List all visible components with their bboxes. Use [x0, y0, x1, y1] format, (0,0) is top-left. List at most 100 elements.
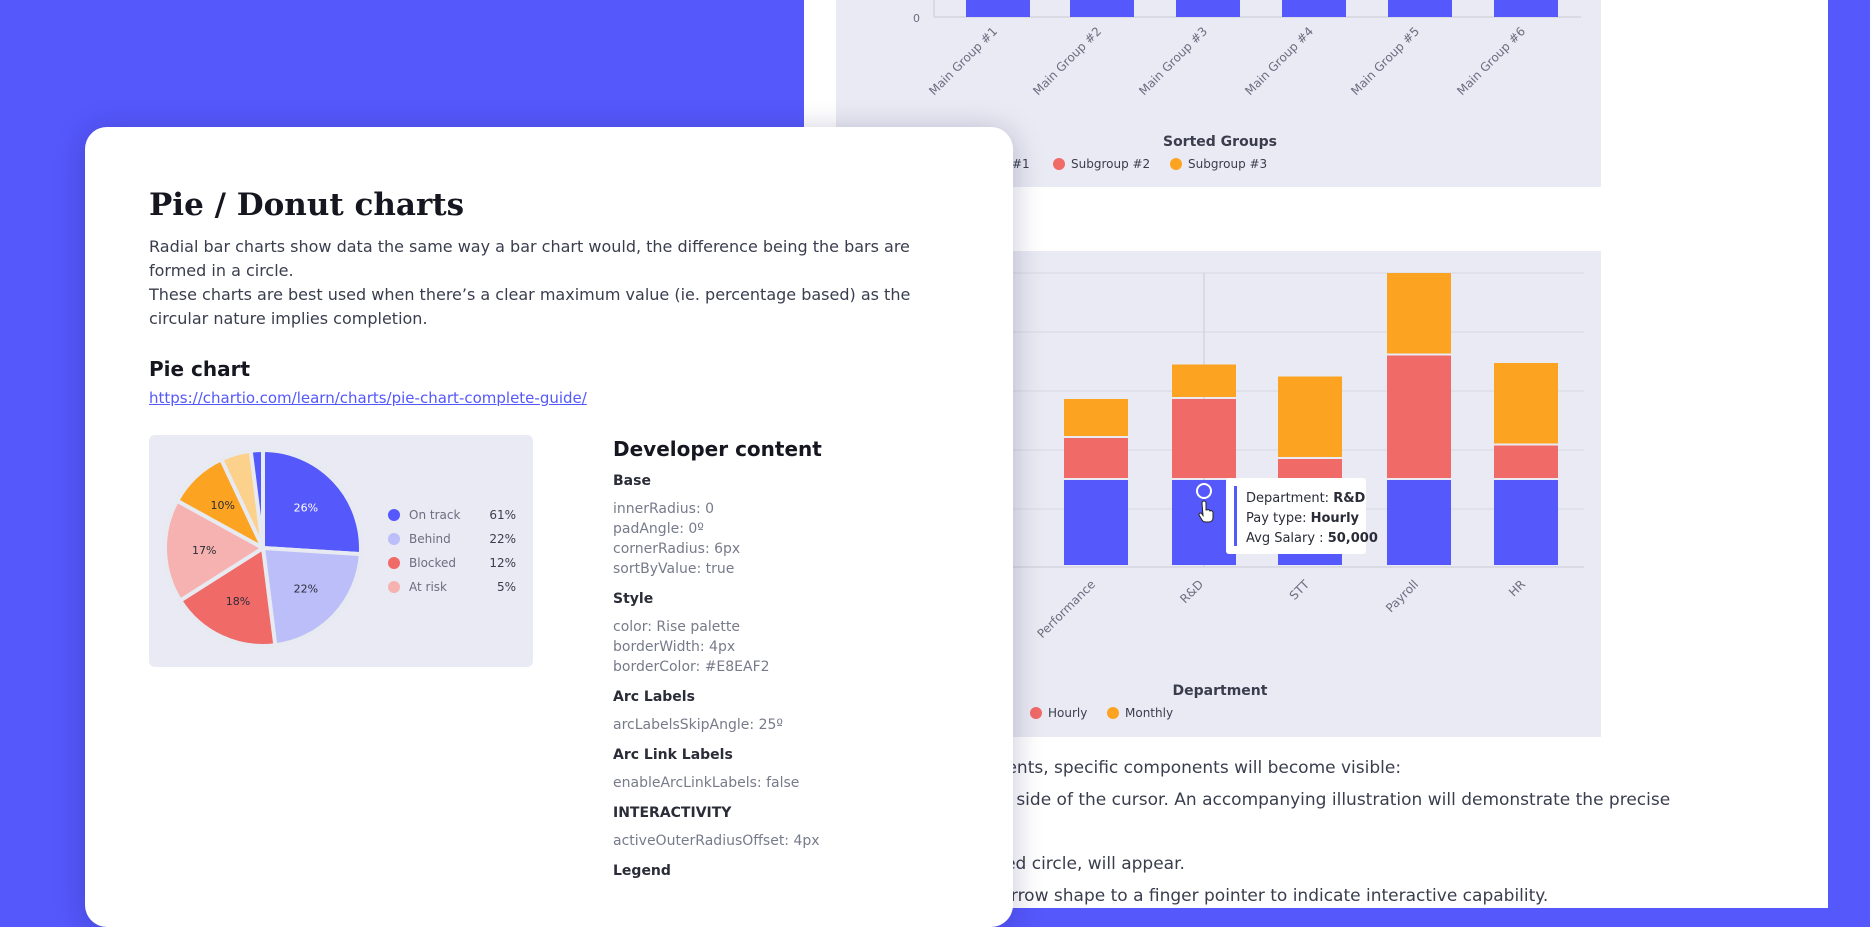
- x-tick-label: Main Group #6: [1454, 24, 1528, 98]
- x-tick-label: Main Group #3: [1136, 24, 1210, 98]
- bar-segment[interactable]: [1064, 438, 1128, 478]
- section-title: Pie chart: [149, 357, 251, 381]
- pie-slice-label: 26%: [294, 502, 318, 515]
- legend-item-value: 22%: [489, 532, 516, 546]
- pie-slice-label: 22%: [294, 582, 318, 595]
- x-tick-label: Main Group #2: [1030, 24, 1104, 98]
- x-axis-title: Sorted Groups: [1163, 134, 1277, 150]
- developer-property: cornerRadius: 6px: [613, 541, 741, 557]
- pie-slice-label: 10%: [211, 499, 235, 512]
- developer-group-heading: Legend: [613, 863, 671, 879]
- pie-slice[interactable]: [261, 448, 363, 557]
- developer-property: enableArcLinkLabels: false: [613, 775, 800, 791]
- hover-point-circle: [1196, 483, 1212, 499]
- bar-segment[interactable]: [1278, 376, 1342, 458]
- svg-text:Avg Salary : 50,000: Avg Salary : 50,000: [1246, 531, 1378, 546]
- legend-swatch: [388, 533, 400, 545]
- bar-segment[interactable]: [1172, 480, 1236, 565]
- developer-content-title: Developer content: [613, 437, 822, 461]
- pointer-cursor-icon: [1198, 500, 1214, 523]
- legend-item-label: On track: [409, 508, 460, 522]
- developer-property: borderColor: #E8EAF2: [613, 659, 770, 675]
- developer-property: sortByValue: true: [613, 561, 735, 577]
- developer-property: color: Rise palette: [613, 619, 740, 635]
- pie-chart: 26% 22% 18% 17% 10% On track 61% Behind 22% Bloc…: [163, 448, 516, 648]
- bar-segment[interactable]: [1282, 0, 1346, 17]
- svg-text:Pay type: Hourly: Pay type: Hourly: [1246, 511, 1360, 526]
- tooltip-department-label: Department:: [1246, 491, 1333, 506]
- x-tick-label: Performance: [1034, 577, 1098, 641]
- pie-chart-panel: 26% 22% 18% 17% 10% On track 61% Behind 22% Bloc…: [149, 435, 533, 667]
- bar-segment[interactable]: [1172, 364, 1236, 398]
- bar-segment[interactable]: [966, 0, 1030, 17]
- back-paragraph-line: either to the right or left side of the …: [804, 790, 1671, 810]
- legend-item-subgroup-2: Subgroup #2: [1071, 157, 1150, 171]
- pie-slice[interactable]: [163, 498, 265, 603]
- bar-segment[interactable]: [1172, 399, 1236, 478]
- x-tick-label: Main Group #1: [926, 24, 1000, 98]
- developer-property: padAngle: 0º: [613, 521, 704, 537]
- developer-group-heading: Arc Labels: [613, 689, 695, 705]
- x-tick-label: STT: [1287, 577, 1313, 603]
- pie-donut-card: Pie / Donut charts Radial bar charts sho…: [85, 127, 1013, 927]
- y-tick-label: 0: [913, 12, 920, 25]
- legend-swatch: [388, 557, 400, 569]
- tooltip-pay-value: Hourly: [1311, 511, 1360, 526]
- developer-content: Developer content Base innerRadius: 0 padA…: [613, 437, 973, 891]
- developer-group-heading: INTERACTIVITY: [613, 805, 732, 821]
- bar-segment[interactable]: [1388, 0, 1452, 17]
- pie-slice[interactable]: [248, 448, 265, 550]
- legend-item-subgroup-1: #1: [1012, 157, 1030, 171]
- legend-item-monthly: Monthly: [1125, 706, 1173, 720]
- developer-group-heading: Base: [613, 473, 651, 489]
- x-tick-label: Main Group #4: [1242, 24, 1316, 98]
- developer-property: activeOuterRadiusOffset: 4px: [613, 833, 820, 849]
- tooltip-pay-label: Pay type:: [1246, 511, 1311, 526]
- developer-property: innerRadius: 0: [613, 501, 715, 517]
- pie-slice-label: 18%: [226, 595, 250, 608]
- legend-item-subgroup-3: Subgroup #3: [1188, 157, 1267, 171]
- page-title: Pie / Donut charts: [149, 187, 465, 223]
- developer-group: Base innerRadius: 0 padAngle: 0º cornerRadi…: [613, 473, 973, 579]
- tooltip: Department: R&D Pay type: Hourly Avg Sal…: [1226, 478, 1378, 554]
- legend-item-value: 12%: [489, 556, 516, 570]
- bar-segment[interactable]: [1064, 480, 1128, 565]
- legend-swatch: [388, 581, 400, 593]
- intro-paragraph: Radial bar charts show data the same way…: [149, 237, 910, 280]
- bar-segment[interactable]: [1494, 480, 1558, 565]
- tooltip-salary-label: Avg Salary :: [1246, 531, 1328, 546]
- legend-swatch-monthly: [1107, 707, 1119, 719]
- legend-swatch-hourly: [1030, 707, 1042, 719]
- pie-slice[interactable]: [261, 546, 363, 648]
- pie-chart-guide-link[interactable]: https://chartio.com/learn/charts/pie-cha…: [149, 389, 587, 407]
- tooltip-department-value: R&D: [1333, 491, 1365, 506]
- bar-segment[interactable]: [1387, 273, 1451, 354]
- bar-segment[interactable]: [1494, 0, 1558, 17]
- developer-group: INTERACTIVITY activeOuterRadiusOffset: 4p…: [613, 805, 973, 851]
- x-tick-label: HR: [1506, 577, 1528, 599]
- bar-segment[interactable]: [1387, 480, 1451, 565]
- x-tick-label: Main Group #5: [1348, 24, 1422, 98]
- x-tick-label: Payroll: [1383, 577, 1421, 615]
- bar-segment[interactable]: [1176, 0, 1240, 17]
- legend-item-label: Blocked: [409, 556, 456, 570]
- legend-item-value: 5%: [497, 580, 516, 594]
- x-tick-label: R&D: [1177, 577, 1206, 606]
- developer-group: Arc Link Labels enableArcLinkLabels: fals…: [613, 747, 973, 793]
- developer-group-heading: Arc Link Labels: [613, 747, 733, 763]
- bar-segment[interactable]: [1070, 0, 1134, 17]
- developer-property: borderWidth: 4px: [613, 639, 736, 655]
- legend-item-label: At risk: [409, 580, 447, 594]
- bar-segment[interactable]: [1494, 445, 1558, 479]
- bar-segment[interactable]: [1494, 363, 1558, 444]
- bar-segment[interactable]: [1278, 459, 1342, 478]
- bar-segment[interactable]: [1387, 355, 1451, 479]
- legend-swatch-subgroup-2: [1053, 158, 1065, 170]
- pie-slice[interactable]: [178, 546, 278, 648]
- developer-property: arcLabelsSkipAngle: 25º: [613, 717, 783, 733]
- legend-swatch-subgroup-3: [1170, 158, 1182, 170]
- legend-item-value: 61%: [489, 508, 516, 522]
- bar-segment[interactable]: [1064, 399, 1128, 436]
- x-axis-title: Department: [1173, 683, 1268, 699]
- pie-slice-label: 17%: [192, 544, 216, 557]
